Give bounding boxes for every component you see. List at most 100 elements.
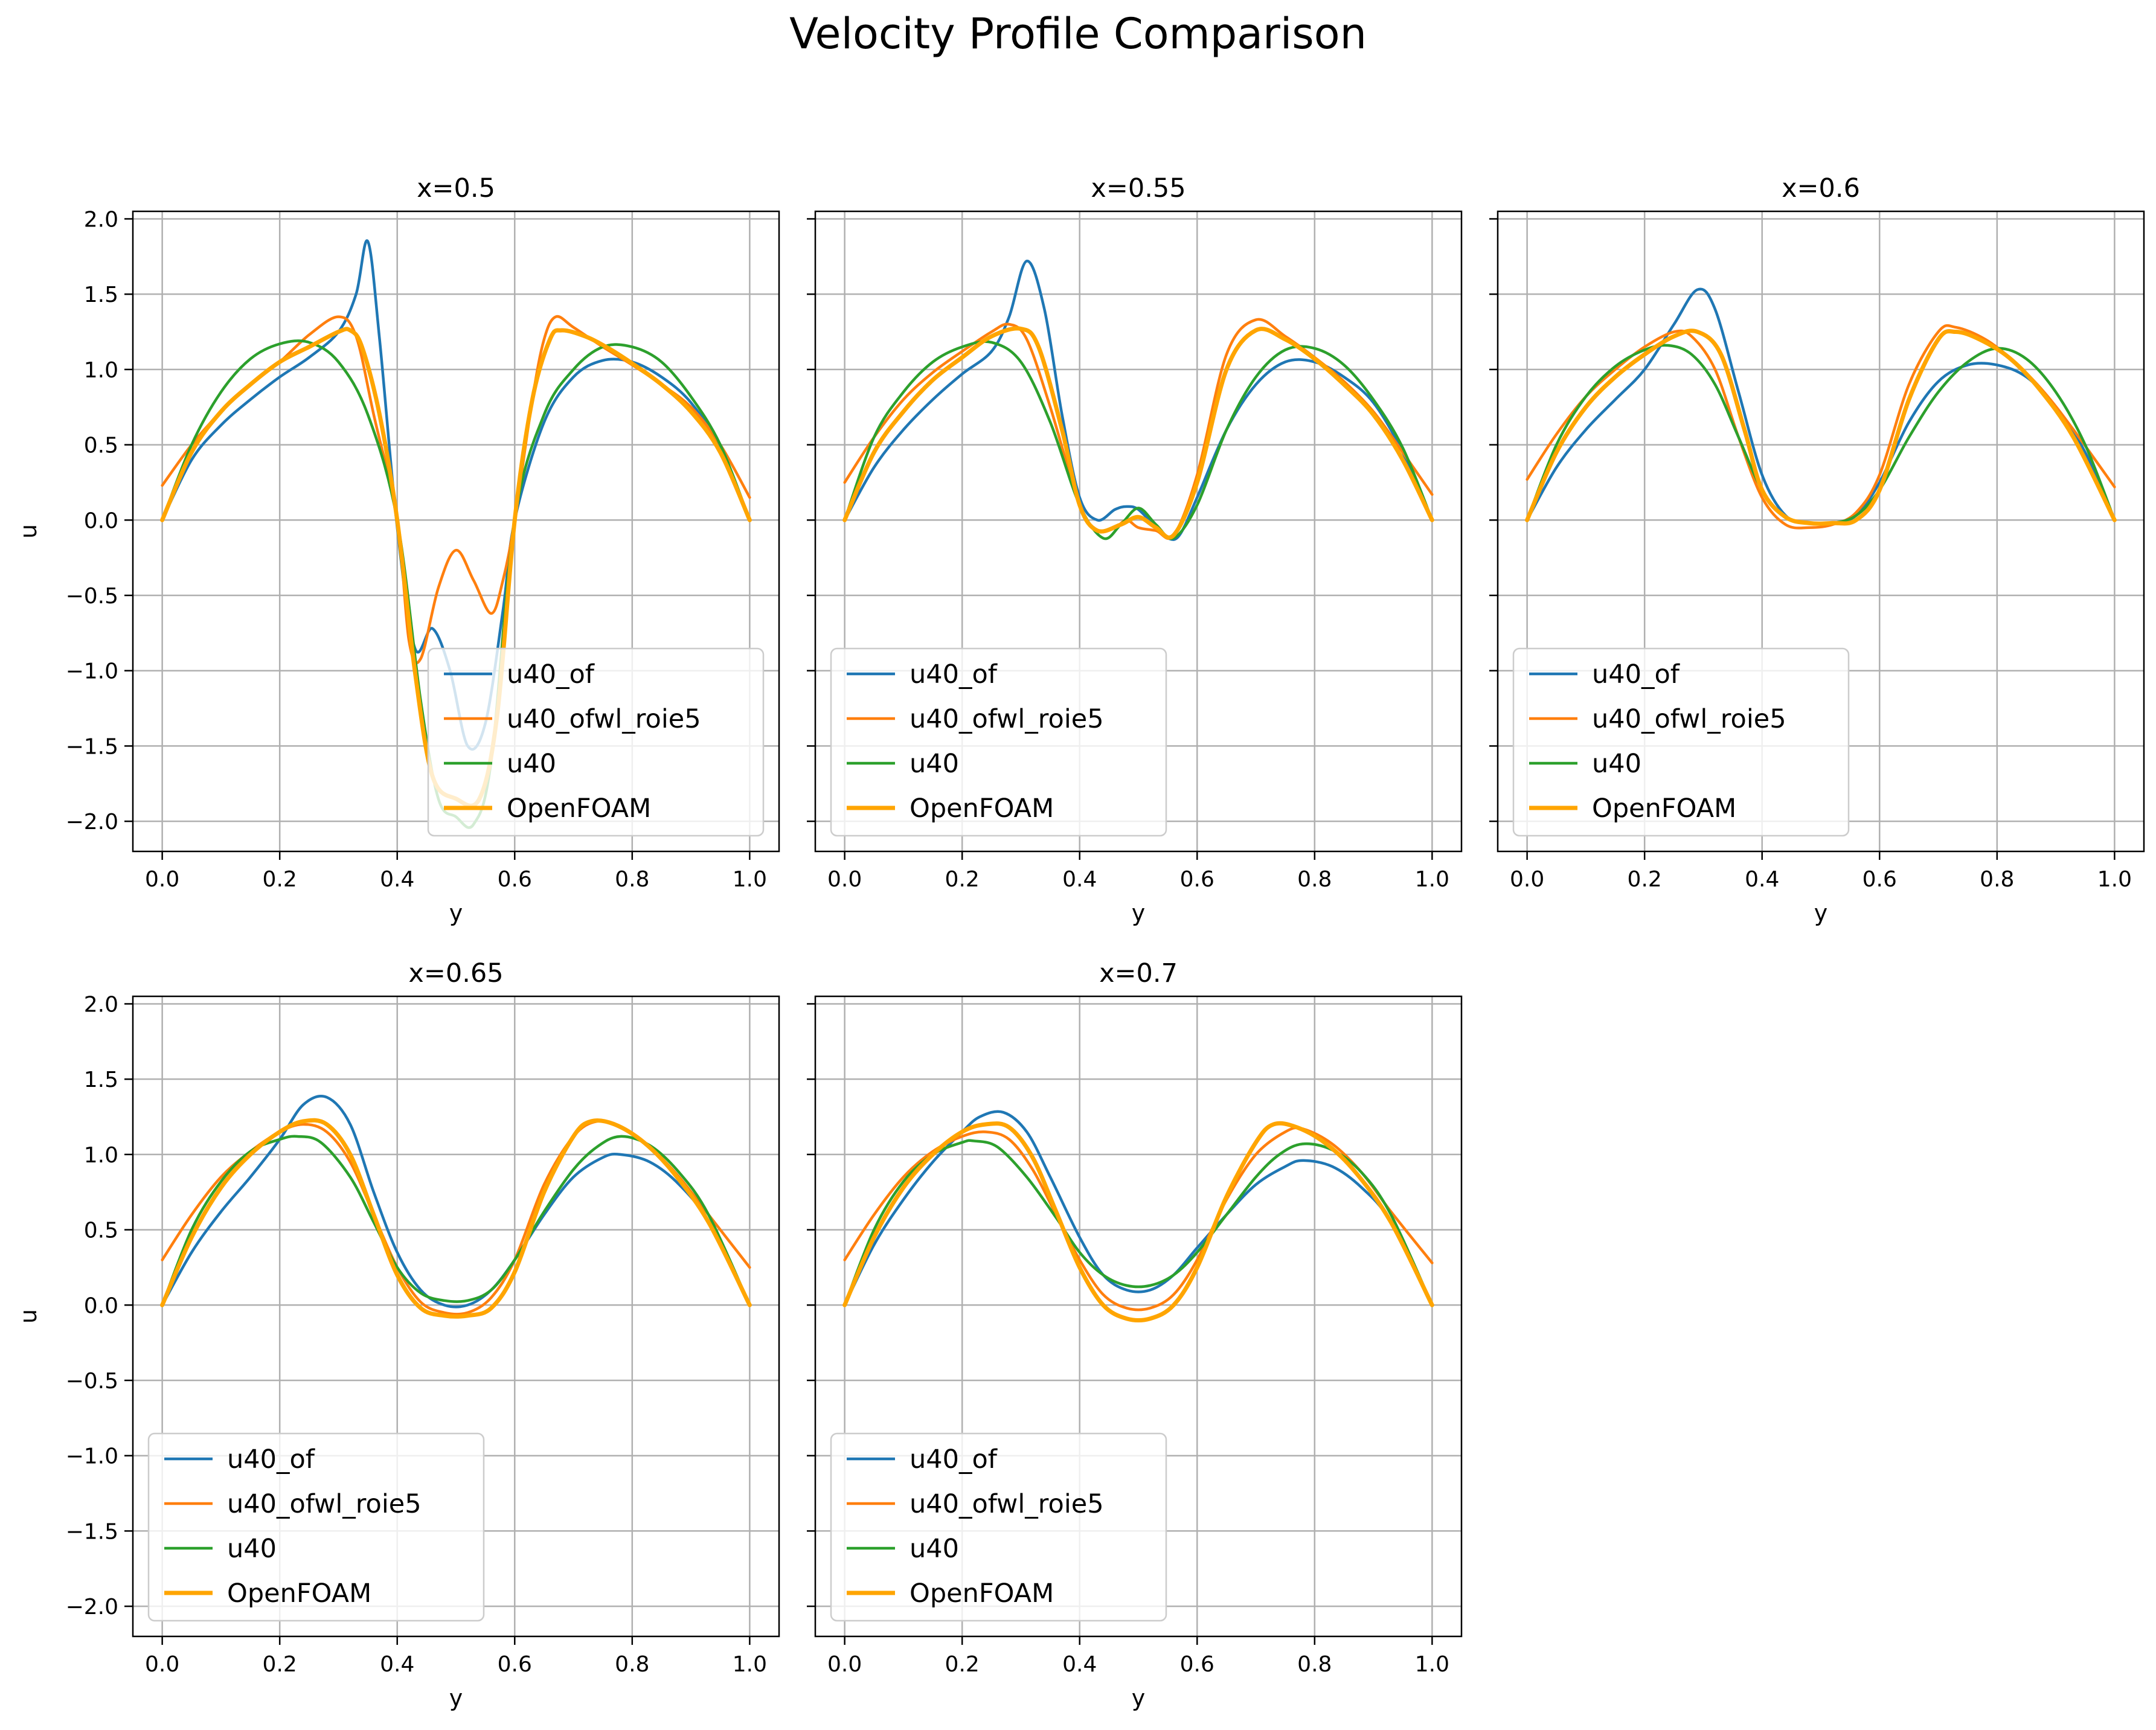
x-tick-label: 0.6	[1180, 1652, 1214, 1677]
y-axis-label: u	[15, 524, 42, 539]
axes-frame	[132, 210, 780, 853]
x-axis-label: y	[1132, 1685, 1146, 1711]
x-axis-label: y	[1132, 900, 1146, 926]
series-group	[842, 260, 1434, 541]
legend: u40_of u40_ofwl_roie5 u40 OpenFOAM	[830, 1432, 1167, 1622]
figure-title: Velocity Profile Comparison	[789, 9, 1367, 59]
legend-label: u40_ofwl_roie5	[1592, 704, 1786, 734]
y-tick-label: 1.0	[84, 358, 118, 383]
legend: u40_of u40_ofwl_roie5 u40 OpenFOAM	[1512, 647, 1850, 837]
x-tick-label: 0.0	[827, 867, 862, 892]
legend-label: u40_of	[910, 1444, 998, 1475]
y-tick-label: −2.0	[66, 810, 118, 835]
series-line-u40_of	[843, 260, 1434, 541]
x-tick-label: 0.4	[1062, 867, 1097, 892]
x-tick-label: 1.0	[1415, 867, 1449, 892]
x-tick-label: 0.4	[1062, 1652, 1097, 1677]
legend-label: u40_ofwl_roie5	[910, 704, 1104, 734]
legend-label: u40	[910, 749, 959, 779]
y-tick-label: 2.0	[84, 992, 118, 1017]
y-tick-label: −0.5	[66, 1369, 118, 1394]
x-tick-label: 0.0	[827, 1652, 862, 1677]
legend-label: OpenFOAM	[227, 1578, 371, 1609]
x-tick-label: 0.6	[1862, 867, 1897, 892]
y-tick-label: 0.5	[84, 434, 118, 458]
x-tick-label: 0.6	[498, 867, 532, 892]
x-tick-label: 0.6	[1180, 867, 1214, 892]
series-line-OpenFOAM	[842, 326, 1434, 540]
legend-label: OpenFOAM	[507, 793, 651, 824]
series-line-u40_of	[161, 1094, 751, 1309]
series-group	[160, 1094, 752, 1319]
legend-label: u40_of	[1592, 659, 1680, 690]
x-axis-label: y	[449, 1685, 463, 1711]
x-axis-label: y	[449, 900, 463, 926]
x-tick-label: 0.2	[263, 867, 297, 892]
subplot-1: 0.0 0.2 0.4 0.6 0.8 1.0 2.0 1.5 1.0 0.5 0.0 −0.5 −1.…	[15, 173, 780, 926]
legend-label: u40_of	[227, 1444, 315, 1475]
x-tick-label: 1.0	[733, 867, 767, 892]
x-tick-label: 1.0	[1415, 1652, 1449, 1677]
axes-frame	[814, 210, 1463, 853]
legend-label: u40	[1592, 749, 1641, 779]
axes-frame	[1497, 210, 2145, 853]
legend: u40_of u40_ofwl_roie5 u40 OpenFOAM	[427, 647, 765, 837]
x-tick-label: 0.8	[615, 867, 649, 892]
legend-label: OpenFOAM	[910, 793, 1054, 824]
series-line-u40_of	[161, 239, 751, 751]
subplot-title: x=0.55	[1091, 173, 1185, 203]
subplot-title: x=0.5	[417, 173, 495, 203]
x-tick-label: 1.0	[733, 1652, 767, 1677]
legend-box	[830, 1432, 1167, 1622]
legend-label: u40	[227, 1534, 277, 1564]
y-tick-label: −2.0	[66, 1595, 118, 1619]
legend-label: u40_of	[507, 659, 595, 690]
x-tick-label: 0.4	[1745, 867, 1779, 892]
y-tick-label: 0.0	[84, 1293, 118, 1318]
y-tick-label: −1.0	[66, 659, 118, 684]
subplot-2: 0.0 0.2 0.4 0.6 0.8 1.0 x=0.55 y u40_of u40_ofwl_…	[807, 173, 1463, 926]
legend-label: u40_ofwl_roie5	[507, 704, 701, 734]
y-tick-label: 2.0	[84, 207, 118, 232]
y-tick-label: 0.0	[84, 508, 118, 533]
x-tick-label: 0.8	[1297, 1652, 1332, 1677]
series-line-OpenFOAM	[842, 1121, 1434, 1323]
y-tick-label: −0.5	[66, 584, 118, 609]
series-group	[1525, 287, 2117, 530]
subplots: 0.0 0.2 0.4 0.6 0.8 1.0 2.0 1.5 1.0 0.5 0.0 −0.5 −1.…	[15, 173, 2145, 1711]
series-group	[842, 1110, 1434, 1323]
x-tick-label: 0.2	[263, 1652, 297, 1677]
series-line-u40	[843, 340, 1434, 540]
legend-label: u40_ofwl_roie5	[910, 1489, 1104, 1519]
subplot-3: 0.0 0.2 0.4 0.6 0.8 1.0 x=0.6 y u40_of u40_ofwl_r…	[1489, 173, 2145, 926]
legend-label: u40_ofwl_roie5	[227, 1489, 422, 1519]
x-tick-label: 0.4	[380, 867, 414, 892]
y-tick-label: −1.5	[66, 734, 118, 759]
x-tick-label: 0.6	[498, 1652, 532, 1677]
legend-box	[830, 647, 1167, 837]
subplot-4: 0.0 0.2 0.4 0.6 0.8 1.0 2.0 1.5 1.0 0.5 0.0 −0.5 −1.…	[15, 958, 780, 1711]
subplot-title: x=0.65	[408, 958, 503, 988]
legend-label: OpenFOAM	[910, 1578, 1054, 1609]
y-tick-label: 1.0	[84, 1143, 118, 1168]
y-tick-label: −1.0	[66, 1444, 118, 1469]
legend-box	[427, 647, 765, 837]
x-tick-label: 0.0	[1510, 867, 1544, 892]
subplot-title: x=0.7	[1099, 958, 1178, 988]
x-tick-label: 0.4	[380, 1652, 414, 1677]
series-line-OpenFOAM	[160, 1118, 752, 1319]
legend: u40_of u40_ofwl_roie5 u40 OpenFOAM	[147, 1432, 485, 1622]
x-tick-label: 0.8	[1297, 867, 1332, 892]
axes-frame	[132, 995, 780, 1638]
series-line-OpenFOAM	[1525, 328, 2117, 526]
legend-label: OpenFOAM	[1592, 793, 1736, 824]
y-tick-label: −1.5	[66, 1519, 118, 1544]
legend-label: u40_of	[910, 659, 998, 690]
legend-box	[147, 1432, 485, 1622]
x-axis-label: y	[1814, 900, 1828, 926]
y-tick-label: 1.5	[84, 1068, 118, 1092]
axes-frame	[814, 995, 1463, 1638]
subplot-5: 0.0 0.2 0.4 0.6 0.8 1.0 x=0.7 y u40_of u40_ofwl_r…	[807, 958, 1463, 1711]
x-tick-label: 0.8	[615, 1652, 649, 1677]
